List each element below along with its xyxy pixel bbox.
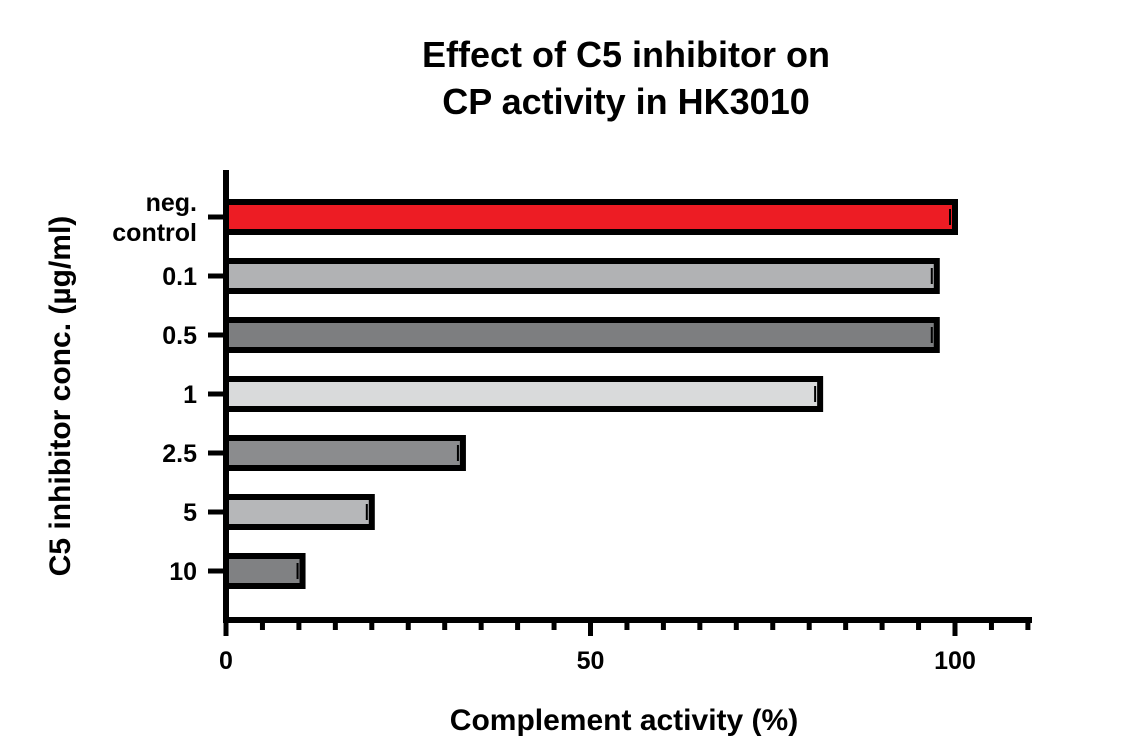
y-tick-label: 10 xyxy=(169,558,197,586)
y-axis-title: C5 inhibitor conc. (µg/ml) xyxy=(44,216,77,577)
x-tick-label: 0 xyxy=(219,647,233,675)
bar xyxy=(223,258,940,294)
y-tick-label: control xyxy=(112,219,197,247)
x-tick-labels: 0 50 100 xyxy=(219,647,976,675)
y-tick-label: 1 xyxy=(183,381,197,409)
chart-title-line: Effect of C5 inhibitor on xyxy=(422,34,830,75)
bar xyxy=(223,199,958,235)
y-tick-label: 0.1 xyxy=(162,263,197,291)
y-tick-labels: neg.control 0.1 0.5 1 2.5 5 10 xyxy=(112,189,197,586)
bar-series xyxy=(223,199,958,589)
y-tick-label: neg. xyxy=(146,189,197,217)
y-tick-label: 0.5 xyxy=(162,322,197,350)
x-axis-title: Complement activity (%) xyxy=(450,704,798,737)
y-tick-label: 2.5 xyxy=(162,440,197,468)
chart-title-line: CP activity in HK3010 xyxy=(442,81,810,122)
bar xyxy=(223,376,824,412)
bar xyxy=(223,317,940,353)
y-tick-label: 5 xyxy=(183,499,197,527)
bar xyxy=(223,435,466,471)
x-tick-label: 50 xyxy=(577,647,605,675)
bar xyxy=(223,494,375,530)
chart-axes xyxy=(208,170,1032,636)
chart-title: Effect of C5 inhibitor on CP activity in … xyxy=(422,34,830,122)
bar xyxy=(223,553,306,589)
x-tick-label: 100 xyxy=(934,647,976,675)
